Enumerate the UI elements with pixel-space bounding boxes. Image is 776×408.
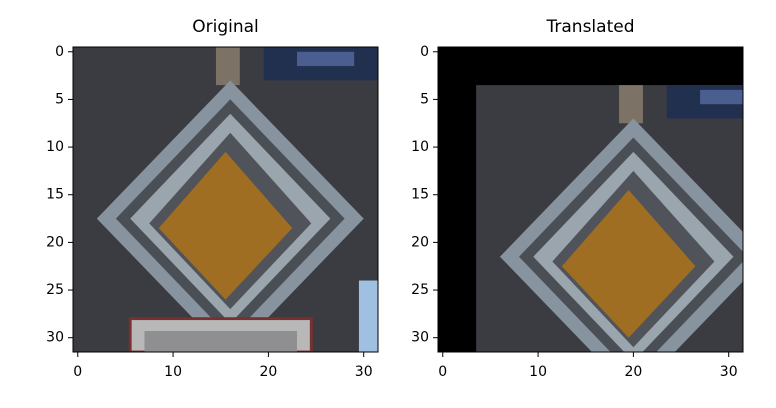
y-tick-label: 5 [420,91,429,107]
y-tick-label: 10 [46,139,64,155]
y-tick-label: 10 [411,139,429,155]
axes-title: Original [192,17,259,37]
x-tick-label: 10 [164,364,182,380]
y-tick-label: 0 [420,44,429,60]
y-tick-label: 30 [46,330,64,346]
y-tick-label: 15 [411,187,429,203]
x-tick-label: 30 [720,364,738,380]
axes-frame [72,46,379,353]
y-tick-label: 20 [411,234,429,250]
y-tick-label: 0 [55,44,64,60]
x-tick-label: 20 [259,364,277,380]
x-tick-label: 0 [438,364,447,380]
x-tick-label: 0 [73,364,82,380]
x-tick-label: 30 [355,364,373,380]
axes-title: Translated [546,17,635,37]
image [438,47,776,395]
y-tick-label: 25 [46,282,64,298]
x-tick-label: 10 [529,364,547,380]
image [73,47,378,357]
axes-frame [437,46,744,353]
y-tick-label: 5 [55,91,64,107]
x-tick-label: 20 [624,364,642,380]
y-tick-label: 30 [411,330,429,346]
y-tick-label: 20 [46,234,64,250]
y-tick-label: 25 [411,282,429,298]
y-tick-label: 15 [46,187,64,203]
